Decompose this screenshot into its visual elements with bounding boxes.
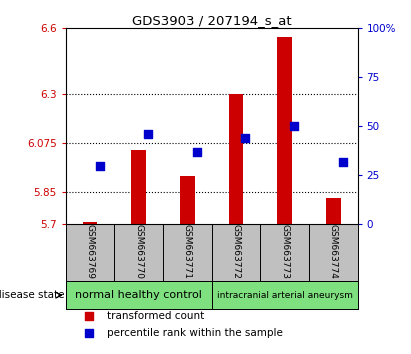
Point bbox=[194, 149, 200, 155]
Text: GSM663774: GSM663774 bbox=[329, 224, 338, 279]
Point bbox=[242, 135, 249, 141]
Point bbox=[86, 313, 92, 319]
Text: GSM663770: GSM663770 bbox=[134, 224, 143, 279]
Point bbox=[339, 159, 346, 165]
Bar bbox=[66, 281, 212, 309]
Bar bbox=[326, 198, 341, 224]
Bar bbox=[180, 176, 195, 224]
Text: disease state: disease state bbox=[0, 290, 65, 300]
Title: GDS3903 / 207194_s_at: GDS3903 / 207194_s_at bbox=[132, 14, 291, 27]
Text: GSM663772: GSM663772 bbox=[231, 224, 240, 279]
Bar bbox=[229, 94, 243, 224]
Bar bbox=[212, 281, 358, 309]
Text: GSM663771: GSM663771 bbox=[183, 224, 192, 279]
Point bbox=[86, 330, 92, 336]
Bar bbox=[83, 222, 97, 224]
Point bbox=[145, 131, 152, 137]
Text: percentile rank within the sample: percentile rank within the sample bbox=[106, 328, 282, 338]
Text: normal healthy control: normal healthy control bbox=[75, 290, 202, 300]
Text: GSM663773: GSM663773 bbox=[280, 224, 289, 279]
Bar bbox=[132, 150, 146, 224]
Point bbox=[96, 163, 103, 169]
Bar bbox=[277, 37, 292, 224]
Point bbox=[291, 124, 298, 129]
Text: transformed count: transformed count bbox=[106, 311, 204, 321]
Text: intracranial arterial aneurysm: intracranial arterial aneurysm bbox=[217, 291, 353, 300]
Text: GSM663769: GSM663769 bbox=[85, 224, 95, 279]
